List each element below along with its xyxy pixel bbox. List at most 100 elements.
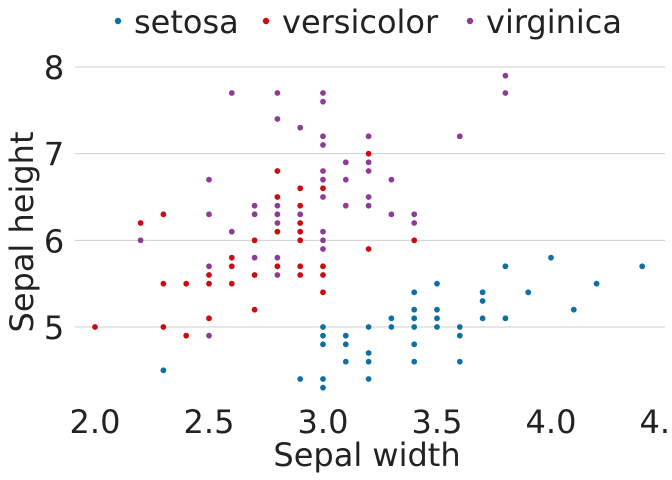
point-setosa bbox=[320, 384, 326, 390]
point-versicolor bbox=[206, 315, 212, 321]
point-setosa bbox=[365, 376, 371, 382]
point-setosa bbox=[411, 306, 417, 312]
point-versicolor bbox=[229, 263, 235, 269]
point-versicolor bbox=[183, 332, 189, 338]
point-versicolor bbox=[92, 324, 98, 330]
point-setosa bbox=[365, 324, 371, 330]
point-versicolor bbox=[251, 272, 257, 278]
y-axis-title: Sepal height bbox=[3, 132, 41, 333]
point-virginica bbox=[343, 202, 349, 208]
point-virginica bbox=[274, 116, 280, 122]
series-virginica bbox=[137, 72, 508, 338]
point-versicolor bbox=[137, 220, 143, 226]
point-virginica bbox=[365, 168, 371, 174]
point-virginica bbox=[320, 90, 326, 96]
legend-label-virginica: virginica bbox=[486, 3, 622, 41]
point-virginica bbox=[388, 176, 394, 182]
point-setosa bbox=[434, 280, 440, 286]
point-versicolor bbox=[229, 254, 235, 260]
point-versicolor bbox=[297, 202, 303, 208]
point-virginica bbox=[457, 133, 463, 139]
point-virginica bbox=[229, 90, 235, 96]
x-axis-title: Sepal width bbox=[273, 436, 460, 474]
point-virginica bbox=[274, 254, 280, 260]
point-versicolor bbox=[297, 237, 303, 243]
point-setosa bbox=[479, 289, 485, 295]
point-setosa bbox=[457, 324, 463, 330]
point-setosa bbox=[479, 315, 485, 321]
point-virginica bbox=[251, 211, 257, 217]
point-setosa bbox=[457, 332, 463, 338]
point-versicolor bbox=[274, 194, 280, 200]
point-versicolor bbox=[411, 237, 417, 243]
point-virginica bbox=[320, 142, 326, 148]
point-virginica bbox=[320, 98, 326, 104]
point-setosa bbox=[434, 306, 440, 312]
point-virginica bbox=[274, 211, 280, 217]
y-tick-label: 6 bbox=[44, 222, 64, 260]
legend-marker-virginica bbox=[467, 18, 473, 24]
point-setosa bbox=[343, 332, 349, 338]
point-versicolor bbox=[297, 263, 303, 269]
point-versicolor bbox=[274, 168, 280, 174]
legend-marker-setosa bbox=[115, 18, 121, 24]
point-virginica bbox=[320, 228, 326, 234]
point-setosa bbox=[411, 341, 417, 347]
point-virginica bbox=[206, 263, 212, 269]
point-versicolor bbox=[160, 211, 166, 217]
point-virginica bbox=[206, 332, 212, 338]
point-virginica bbox=[388, 211, 394, 217]
point-setosa bbox=[297, 376, 303, 382]
x-tick-label: 4.5 bbox=[640, 403, 672, 441]
point-versicolor bbox=[160, 324, 166, 330]
point-versicolor bbox=[206, 272, 212, 278]
legend-item-virginica: virginica bbox=[467, 3, 622, 41]
point-versicolor bbox=[320, 289, 326, 295]
point-virginica bbox=[411, 220, 417, 226]
point-setosa bbox=[320, 324, 326, 330]
point-setosa bbox=[343, 341, 349, 347]
point-virginica bbox=[137, 237, 143, 243]
point-virginica bbox=[229, 228, 235, 234]
point-versicolor bbox=[320, 185, 326, 191]
point-virginica bbox=[206, 211, 212, 217]
point-virginica bbox=[343, 159, 349, 165]
legend-label-setosa: setosa bbox=[134, 3, 239, 41]
point-setosa bbox=[525, 289, 531, 295]
point-setosa bbox=[343, 358, 349, 364]
point-setosa bbox=[411, 358, 417, 364]
point-virginica bbox=[274, 202, 280, 208]
point-virginica bbox=[297, 211, 303, 217]
y-tick-labels: 5 6 7 8 bbox=[44, 49, 64, 347]
point-virginica bbox=[502, 90, 508, 96]
point-versicolor bbox=[183, 280, 189, 286]
point-virginica bbox=[365, 133, 371, 139]
point-virginica bbox=[365, 194, 371, 200]
point-virginica bbox=[251, 202, 257, 208]
point-virginica bbox=[502, 72, 508, 78]
point-virginica bbox=[343, 176, 349, 182]
point-setosa bbox=[320, 332, 326, 338]
point-versicolor bbox=[320, 272, 326, 278]
point-virginica bbox=[365, 159, 371, 165]
point-setosa bbox=[411, 289, 417, 295]
point-setosa bbox=[434, 324, 440, 330]
legend-item-setosa: setosa bbox=[115, 3, 239, 41]
y-tick-label: 8 bbox=[44, 49, 64, 87]
point-virginica bbox=[320, 176, 326, 182]
point-setosa bbox=[571, 306, 577, 312]
legend-label-versicolor: versicolor bbox=[282, 3, 439, 41]
point-virginica bbox=[206, 176, 212, 182]
point-setosa bbox=[365, 358, 371, 364]
point-virginica bbox=[251, 254, 257, 260]
point-virginica bbox=[320, 194, 326, 200]
point-versicolor bbox=[160, 280, 166, 286]
point-virginica bbox=[297, 124, 303, 130]
series-versicolor bbox=[92, 150, 418, 338]
legend-marker-versicolor bbox=[263, 18, 269, 24]
point-versicolor bbox=[229, 280, 235, 286]
point-versicolor bbox=[297, 185, 303, 191]
point-setosa bbox=[457, 358, 463, 364]
point-versicolor bbox=[297, 220, 303, 226]
point-virginica bbox=[320, 246, 326, 252]
